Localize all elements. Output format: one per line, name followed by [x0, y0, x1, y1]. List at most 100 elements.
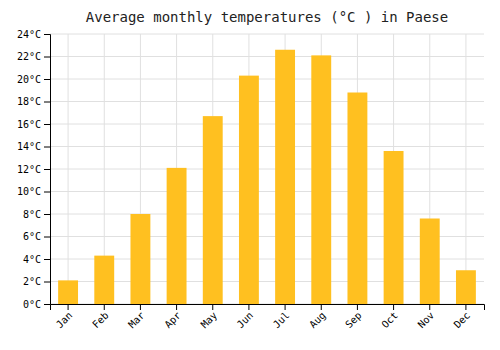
- bar: [347, 93, 367, 305]
- y-grid-line: [50, 259, 484, 260]
- y-tick-label: 22°C: [17, 51, 41, 62]
- x-tick-label: Nov: [416, 310, 437, 331]
- y-grid-line: [50, 191, 484, 192]
- bar: [58, 280, 78, 304]
- y-grid-line: [50, 124, 484, 125]
- y-grid-line: [50, 34, 484, 35]
- x-tick-mark: [140, 304, 141, 310]
- y-tick-mark: [44, 214, 50, 215]
- x-axis-line: [51, 305, 485, 311]
- y-tick: 16°C: [17, 119, 50, 130]
- y-grid-line: [50, 79, 484, 80]
- x-tick: Jul: [271, 304, 292, 330]
- y-tick: 14°C: [17, 141, 50, 152]
- x-tick-mark: [465, 304, 466, 310]
- x-tick: Oct: [379, 304, 400, 330]
- x-tick-mark: [68, 304, 69, 310]
- x-tick-label: Jul: [271, 310, 292, 331]
- bars: [58, 50, 476, 304]
- y-tick: 24°C: [17, 29, 50, 40]
- x-tick-label: Apr: [162, 310, 183, 331]
- x-tick-label: Mar: [126, 310, 147, 331]
- x-tick-mark: [212, 304, 213, 310]
- x-grid-line: [68, 34, 69, 304]
- x-axis: Jan Feb Mar Apr May Jun Jul Aug Sep Oct Nov Dec: [51, 304, 485, 330]
- y-tick-mark: [44, 147, 50, 148]
- y-grid-line: [50, 101, 484, 102]
- y-tick-mark: [44, 124, 50, 125]
- x-tick: May: [199, 304, 220, 330]
- y-tick: 6°C: [23, 231, 50, 242]
- y-tick: 22°C: [17, 51, 50, 62]
- y-tick-mark: [44, 102, 50, 103]
- x-tick-label: Oct: [379, 310, 400, 331]
- y-axis: 0°C 2°C 4°C 6°C 8°C 10°C 12°C 14°C 16°C 18°C 20°C 2…: [17, 29, 51, 310]
- x-tick-mark: [429, 304, 430, 310]
- y-tick-mark: [44, 237, 50, 238]
- x-tick-mark: [248, 304, 249, 310]
- y-tick: 2°C: [23, 276, 50, 287]
- y-tick: 10°C: [17, 186, 50, 197]
- x-tick-label: May: [199, 310, 220, 331]
- y-tick-mark: [44, 282, 50, 283]
- y-tick-label: 8°C: [23, 209, 41, 220]
- bar: [94, 256, 114, 304]
- x-tick: Jan: [54, 304, 75, 330]
- y-tick-mark: [44, 192, 50, 193]
- x-tick: Dec: [452, 304, 473, 330]
- y-tick-mark: [44, 57, 50, 58]
- y-tick: 18°C: [17, 96, 50, 107]
- y-tick-label: 24°C: [17, 29, 41, 40]
- x-tick-mark: [393, 304, 394, 310]
- x-tick-label: Jun: [235, 310, 256, 331]
- x-tick: Mar: [126, 304, 147, 330]
- y-tick-mark: [44, 169, 50, 170]
- x-tick: Aug: [307, 304, 328, 330]
- y-tick-label: 16°C: [17, 119, 41, 130]
- y-grid-line: [50, 146, 484, 147]
- x-tick-mark: [285, 304, 286, 310]
- y-tick: 8°C: [23, 209, 50, 220]
- y-tick-label: 0°C: [23, 299, 41, 310]
- x-tick-label: Jan: [54, 310, 75, 331]
- y-tick-label: 12°C: [17, 164, 41, 175]
- bar: [275, 50, 295, 304]
- y-grid-line: [50, 281, 484, 282]
- bar: [167, 168, 187, 304]
- bar: [311, 55, 331, 304]
- y-tick-mark: [44, 34, 50, 35]
- y-grid-line: [50, 56, 484, 57]
- y-grid-line: [50, 169, 484, 170]
- y-tick-label: 4°C: [23, 254, 41, 265]
- bar: [384, 151, 404, 304]
- y-tick-label: 14°C: [17, 141, 41, 152]
- y-tick: 0°C: [23, 299, 50, 310]
- y-grid-line: [50, 214, 484, 215]
- bar: [130, 214, 150, 304]
- x-tick-mark: [176, 304, 177, 310]
- y-tick-label: 18°C: [17, 96, 41, 107]
- x-tick-label: Feb: [90, 310, 111, 331]
- x-tick-label: Aug: [307, 310, 328, 331]
- y-tick: 20°C: [17, 74, 50, 85]
- x-tick: Nov: [416, 304, 437, 330]
- bar: [456, 270, 476, 304]
- bar: [203, 116, 223, 304]
- x-tick: Jun: [235, 304, 256, 330]
- y-tick-label: 20°C: [17, 74, 41, 85]
- x-tick-mark: [321, 304, 322, 310]
- bar: [239, 76, 259, 304]
- y-tick: 12°C: [17, 164, 50, 175]
- x-tick: Feb: [90, 304, 111, 330]
- x-tick-label: Sep: [343, 310, 364, 331]
- x-grid-line: [465, 34, 466, 304]
- y-tick-mark: [44, 304, 50, 305]
- chart: 0°C 2°C 4°C 6°C 8°C 10°C 12°C 14°C 16°C 18°C 20°C 2…: [0, 0, 500, 350]
- y-tick-label: 6°C: [23, 231, 41, 242]
- plot-area: 0°C 2°C 4°C 6°C 8°C 10°C 12°C 14°C 16°C 18°C 20°C 2…: [17, 29, 485, 331]
- y-grid-line: [50, 236, 484, 237]
- x-tick: Sep: [343, 304, 364, 330]
- grid: [50, 34, 484, 304]
- x-tick-mark: [104, 304, 105, 310]
- y-tick-label: 10°C: [17, 186, 41, 197]
